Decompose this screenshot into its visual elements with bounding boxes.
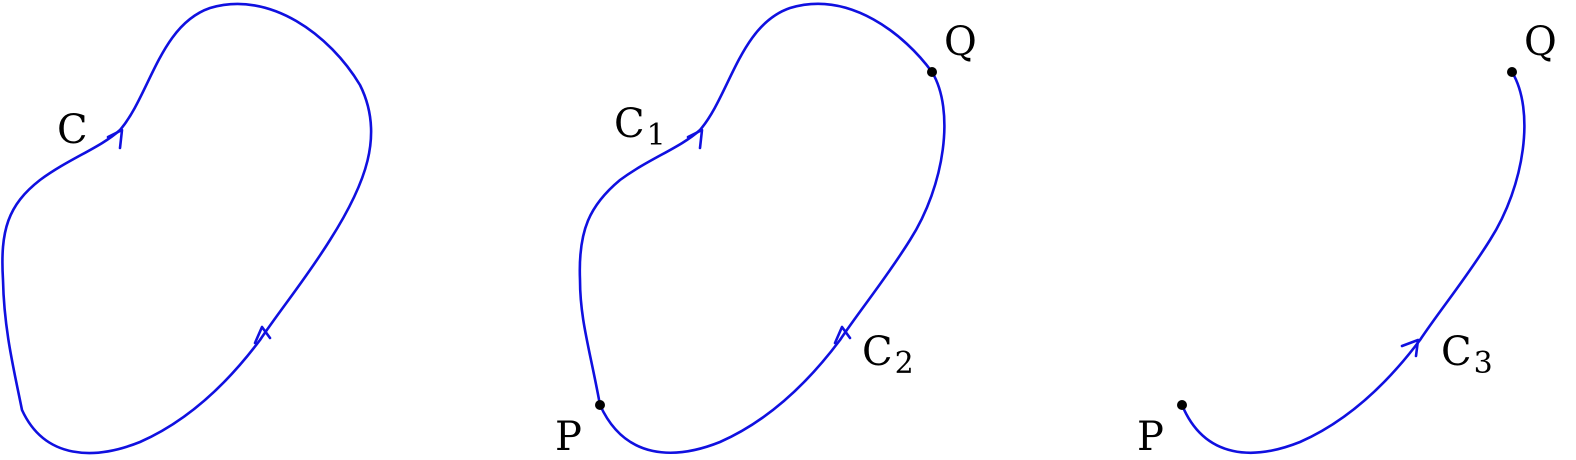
arrowhead-c-right (253, 325, 272, 345)
curve-c3 (1180, 70, 1526, 454)
arrowhead-c1 (686, 128, 704, 150)
arrowhead-c3 (1400, 338, 1420, 358)
label-c1: C1 (614, 101, 666, 153)
panel-1-closed-curve: C (1, 2, 373, 455)
label-c2: C2 (862, 329, 914, 381)
point-p (1177, 400, 1187, 410)
arrowhead-c2 (833, 325, 852, 345)
closed-curve-c (1, 2, 373, 455)
panel-2-split-curves: C1 C2 P Q (555, 2, 977, 460)
label-c: C (57, 107, 88, 153)
label-p: P (1137, 414, 1164, 460)
panel-3-curve-c3: C3 P Q (1137, 19, 1557, 460)
curve-c1 (578, 2, 934, 407)
arrowhead-c-upper (106, 128, 124, 150)
point-p (595, 400, 605, 410)
label-c3: C3 (1441, 329, 1493, 381)
label-p: P (555, 414, 582, 460)
curve-c2 (598, 70, 946, 454)
label-q: Q (944, 19, 977, 65)
point-q (1507, 67, 1517, 77)
label-q: Q (1524, 19, 1557, 65)
point-q (927, 67, 937, 77)
